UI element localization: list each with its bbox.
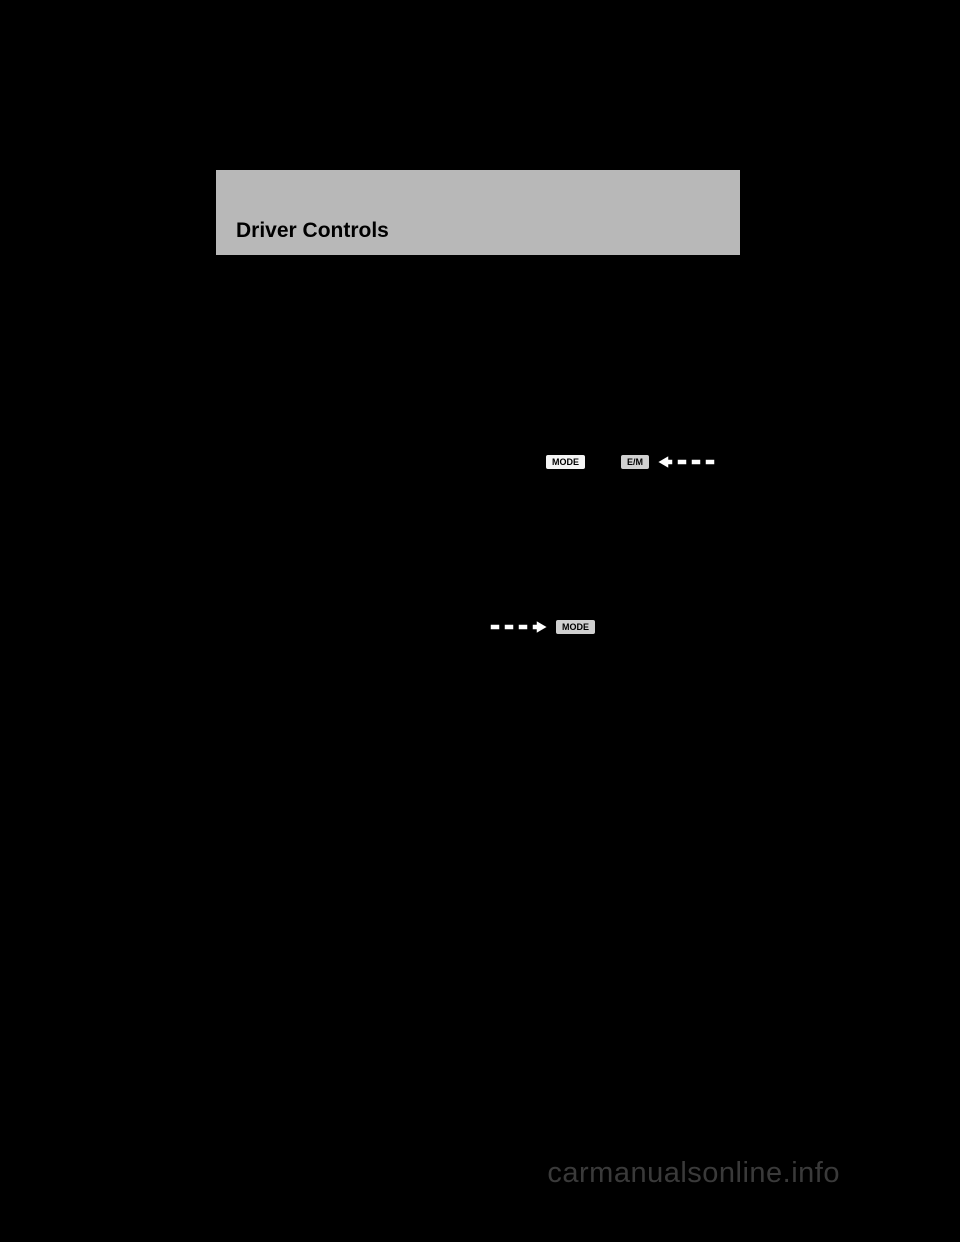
arrow-left-icon xyxy=(655,453,717,471)
page-container: Driver Controls MODE E/M xyxy=(216,170,740,275)
button-row-mode: MODE xyxy=(488,618,597,636)
page-title: Driver Controls xyxy=(236,219,389,243)
button-row-em: MODE E/M xyxy=(544,453,717,471)
em-button[interactable]: E/M xyxy=(619,453,651,471)
header-bar: Driver Controls xyxy=(216,170,740,255)
arrow-right-icon xyxy=(488,618,550,636)
watermark-text: carmanualsonline.info xyxy=(547,1157,840,1190)
mode-button-2[interactable]: MODE xyxy=(554,618,597,636)
mode-button[interactable]: MODE xyxy=(544,453,587,471)
content-area: MODE E/M xyxy=(216,255,740,275)
em-button-group: E/M xyxy=(619,453,717,471)
